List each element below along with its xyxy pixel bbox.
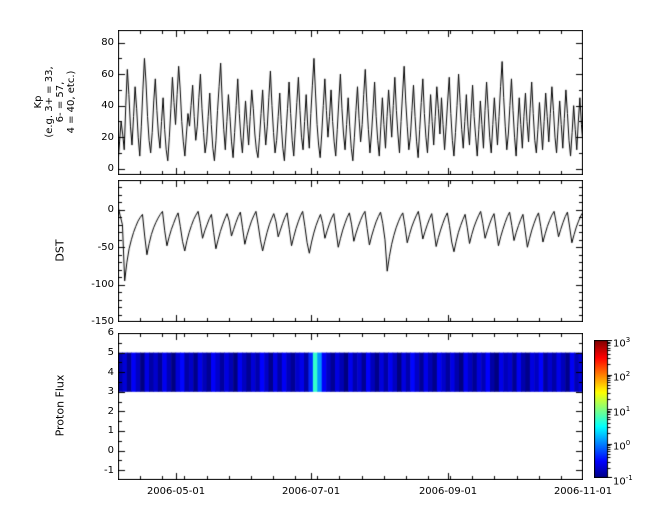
dst-plot-canvas xyxy=(118,180,583,322)
colorbar-tick-label: 101 xyxy=(613,405,631,419)
proton-flux-axis-label: Proton Flux xyxy=(53,374,67,437)
xtick-label: 2006-07-01 xyxy=(281,486,341,497)
dst-ytick-label: 0 xyxy=(107,204,114,215)
kp-ytick-label: 80 xyxy=(101,37,114,48)
flux-ytick-label: 4 xyxy=(107,367,114,378)
colorbar-tick-label: 103 xyxy=(613,336,631,350)
colorbar xyxy=(594,340,618,478)
flux-ytick-label: 6 xyxy=(107,327,114,338)
xtick-label: 2006-11-01 xyxy=(553,486,613,497)
colorbar-tick-label: 102 xyxy=(613,370,631,384)
kp-ytick-label: 60 xyxy=(101,69,114,80)
xtick-label: 2006-09-01 xyxy=(418,486,478,497)
dst-axis-label: DST xyxy=(53,239,67,262)
flux-ytick-label: 5 xyxy=(107,347,114,358)
kp-ytick-label: 0 xyxy=(107,163,114,174)
kp-axis-label-line: Kp xyxy=(33,95,44,109)
xtick-label: 2006-05-01 xyxy=(146,486,206,497)
kp-axis-label-line: 6- = 57, xyxy=(55,81,66,123)
colorbar-tick-label: 100 xyxy=(613,439,631,453)
kp-ytick-label: 40 xyxy=(101,100,114,111)
dst-ytick-label: -100 xyxy=(91,279,114,290)
flux-ytick-label: 1 xyxy=(107,425,114,436)
kp-axis-label-line: (e.g. 3+ = 33, xyxy=(44,66,55,138)
flux-ytick-label: -1 xyxy=(104,465,114,476)
kp-plot-canvas xyxy=(118,30,583,175)
kp-ytick-label: 20 xyxy=(101,132,114,143)
flux-ytick-label: 3 xyxy=(107,386,114,397)
colorbar-tick-label: 10-1 xyxy=(613,474,633,488)
flux-ytick-label: 0 xyxy=(107,445,114,456)
proton-flux-spectrogram-canvas xyxy=(118,333,583,480)
dst-ytick-label: -150 xyxy=(91,316,114,327)
dst-ytick-label: -50 xyxy=(97,242,114,253)
flux-ytick-label: 2 xyxy=(107,406,114,417)
